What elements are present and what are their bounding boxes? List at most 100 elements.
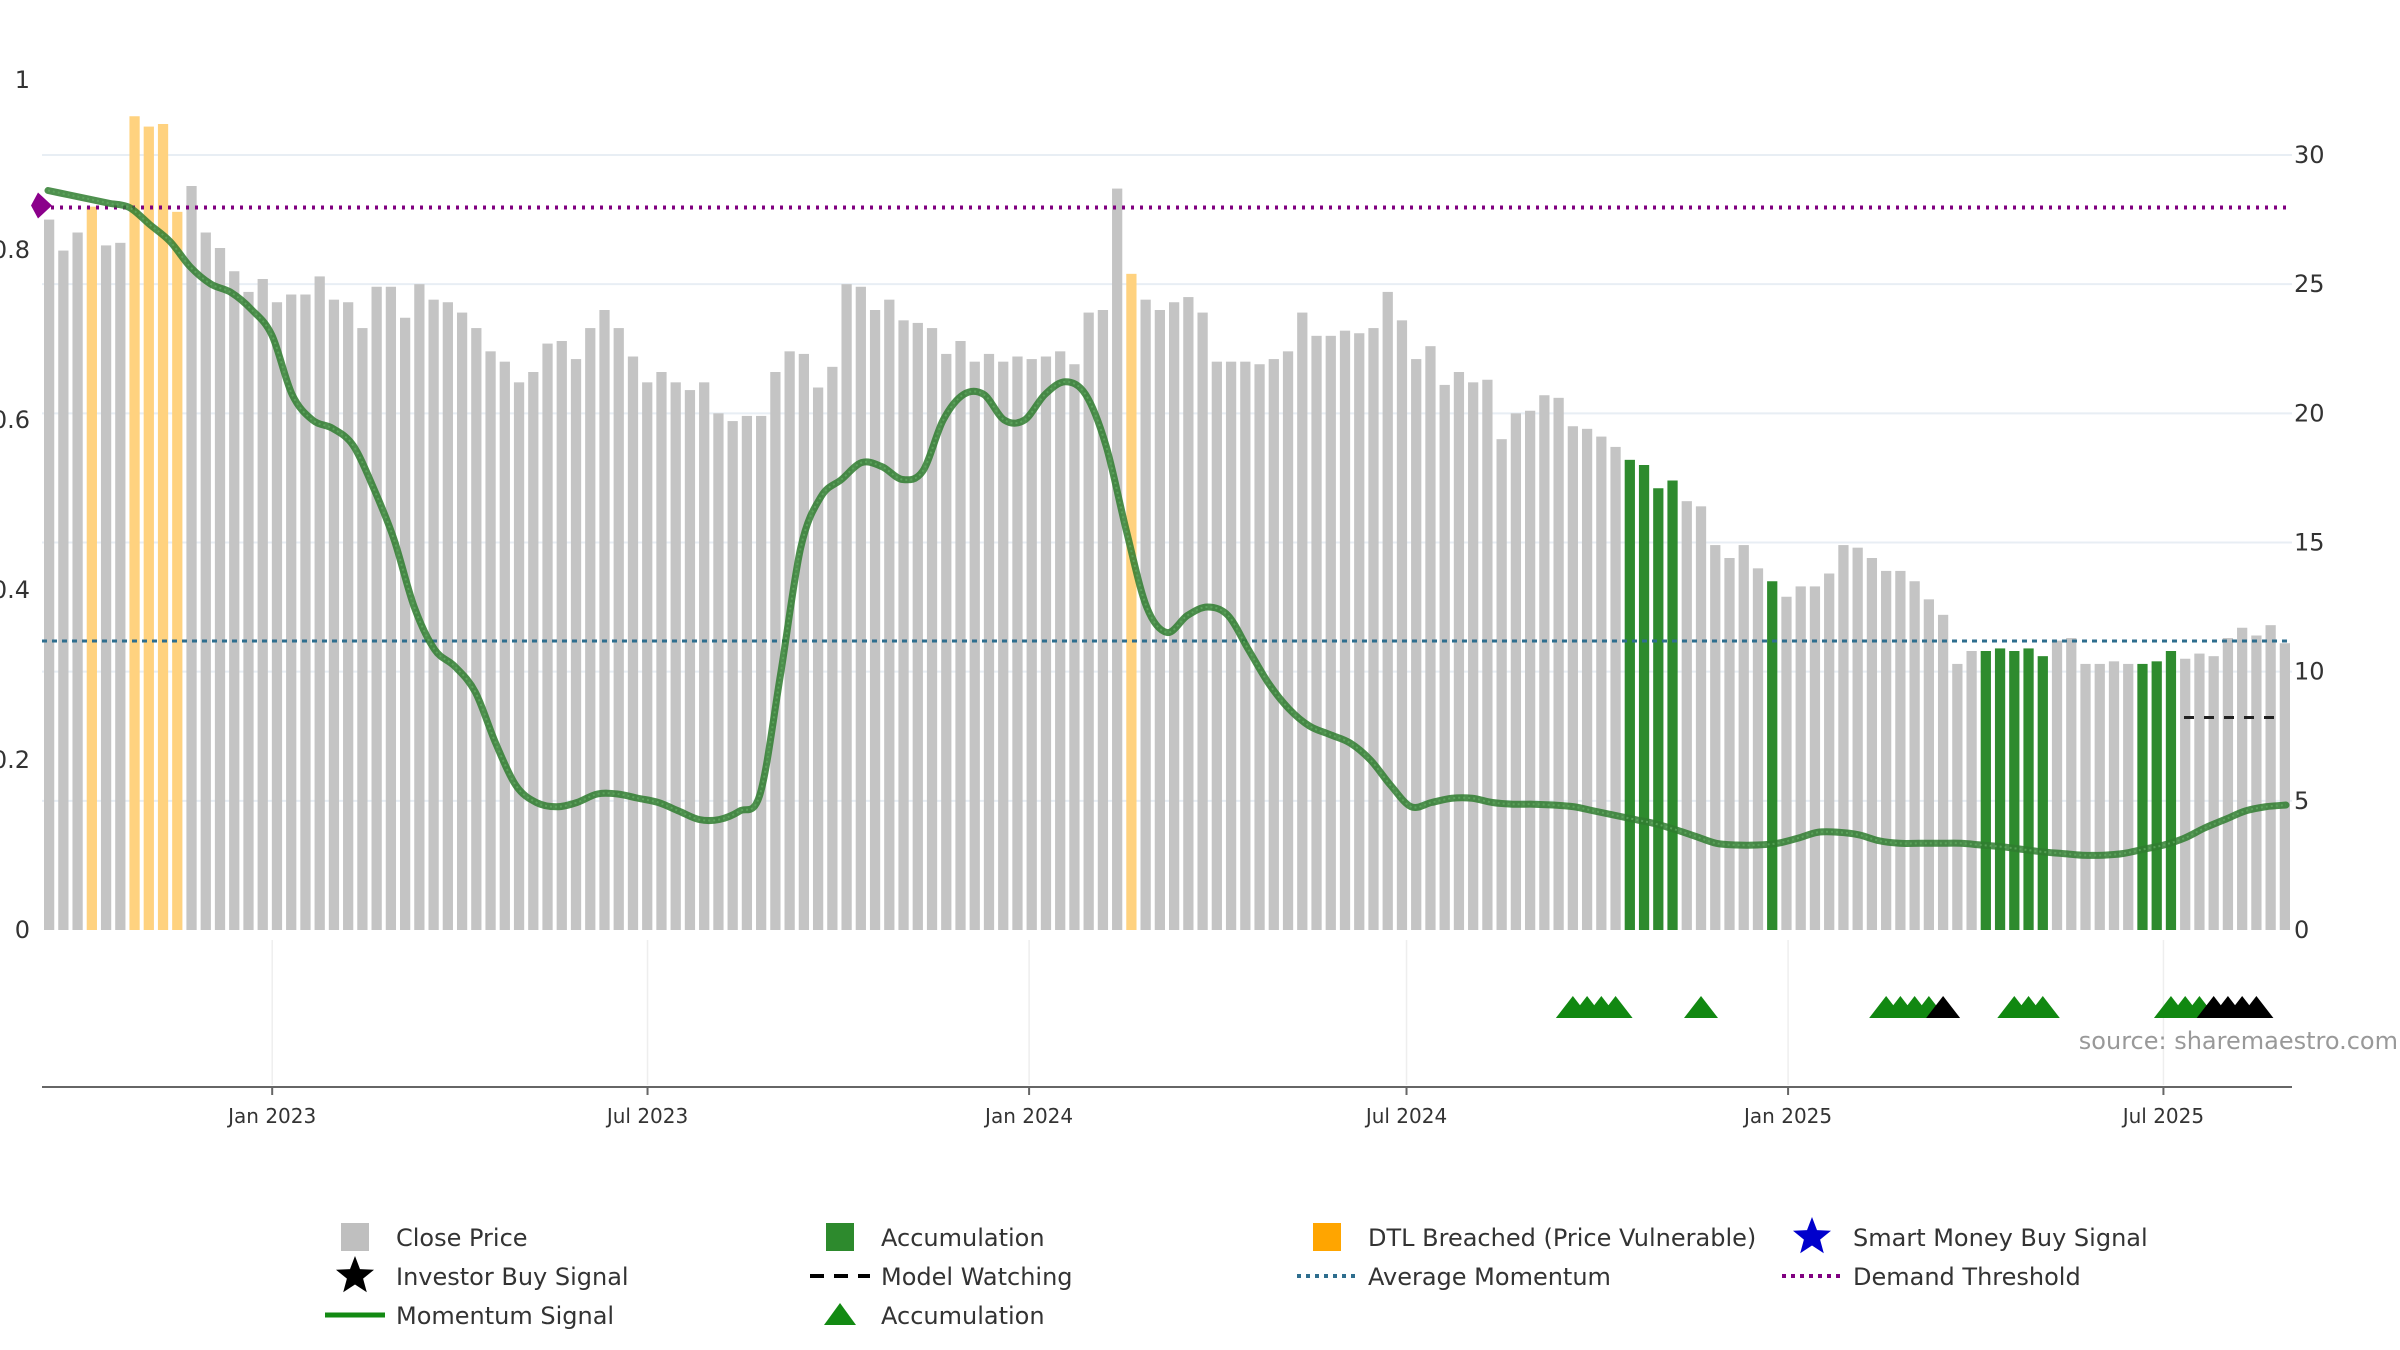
x-tick-label: Jan 2023 xyxy=(226,1104,316,1128)
bar-close xyxy=(1040,356,1052,930)
legend-swatch-star-icon xyxy=(1793,1217,1831,1254)
momentum-line-highlight xyxy=(47,189,2287,857)
bar-close xyxy=(2208,656,2219,930)
bar-close xyxy=(2237,627,2248,930)
bar-close xyxy=(1439,384,1450,931)
bar-close xyxy=(100,245,112,930)
reference-lines xyxy=(42,205,2292,719)
bar-accumulation xyxy=(1653,488,1664,930)
left-tick-label: 0.8 xyxy=(0,236,30,264)
bar-close xyxy=(1781,596,1792,930)
bar-close xyxy=(499,361,510,931)
bar-close xyxy=(1596,436,1607,930)
bar-close xyxy=(613,328,624,930)
bar-close xyxy=(912,322,923,931)
bar-close xyxy=(1881,570,1892,930)
left-tick-label: 0.4 xyxy=(0,576,30,604)
bar-accumulation xyxy=(2009,651,2020,930)
bar-close xyxy=(1282,351,1294,930)
bar-close xyxy=(1354,333,1365,930)
bar-close xyxy=(271,302,283,930)
bar-close xyxy=(1923,599,1934,930)
bar-close xyxy=(1567,426,1578,930)
bar-close xyxy=(1453,372,1465,930)
bar-close xyxy=(328,299,340,931)
bar-close xyxy=(58,250,69,931)
bar-close xyxy=(1468,382,1479,930)
bar-close xyxy=(200,232,211,930)
right-tick-label: 5 xyxy=(2294,787,2309,815)
bar-close xyxy=(357,328,368,930)
bar-close xyxy=(257,279,268,930)
bar-close xyxy=(1525,410,1536,930)
legend-swatch-triangle-icon xyxy=(824,1303,856,1325)
bar-close xyxy=(428,299,439,931)
bar-close xyxy=(72,232,83,930)
bar-close xyxy=(841,284,852,931)
x-tick-label: Jul 2024 xyxy=(1364,1104,1447,1128)
bar-close xyxy=(1852,547,1863,930)
bar-close xyxy=(1254,364,1265,930)
bar-close xyxy=(1012,356,1023,930)
bar-close xyxy=(1909,581,1920,930)
bar-close xyxy=(2066,638,2077,930)
legend-label: Model Watching xyxy=(881,1263,1073,1291)
bar-close xyxy=(2080,663,2091,930)
bar-close xyxy=(855,286,866,930)
x-axis: Jan 2023 Jul 2023 Jan 2024 Jul 2024 Jan 2025… xyxy=(42,1086,2292,1128)
bar-accumulation xyxy=(1994,648,2006,930)
price-bars xyxy=(43,116,2291,931)
legend-label: Average Momentum xyxy=(1368,1263,1611,1291)
bar-close xyxy=(1724,558,1735,930)
legend-swatch-square xyxy=(341,1223,369,1251)
bar-close xyxy=(1681,501,1692,930)
bar-close xyxy=(1297,312,1308,930)
bar-close xyxy=(2180,658,2191,930)
bar-close xyxy=(314,276,325,931)
legend-label: Accumulation xyxy=(881,1224,1045,1252)
bar-close xyxy=(286,294,297,930)
bar-close xyxy=(1539,395,1550,930)
bar-dtl xyxy=(172,211,183,931)
bar-dtl xyxy=(157,124,169,930)
left-tick-label: 0.6 xyxy=(0,406,30,434)
bar-close xyxy=(884,299,895,931)
bar-close xyxy=(1710,545,1721,930)
demand-start-marker xyxy=(31,192,52,219)
bar-close xyxy=(2251,635,2262,930)
bar-close xyxy=(1610,446,1621,930)
bar-close xyxy=(556,341,567,930)
bar-accumulation xyxy=(2165,651,2177,930)
left-axis: 0 0.2 0.4 0.6 0.8 1 xyxy=(0,66,30,944)
right-tick-label: 0 xyxy=(2294,916,2309,944)
investor-buy-triangle xyxy=(1926,996,1961,1018)
investor-buy-triangle xyxy=(2239,996,2274,1018)
bar-close xyxy=(1055,351,1066,930)
bar-close xyxy=(371,286,382,930)
bar-close xyxy=(442,302,453,930)
bar-close xyxy=(400,317,411,930)
x-tick-label: Jul 2025 xyxy=(2121,1104,2204,1128)
bar-close xyxy=(186,186,197,930)
bar-close xyxy=(1937,614,1949,930)
bar-close xyxy=(1411,359,1422,930)
bar-close xyxy=(684,390,696,930)
legend-label: Accumulation xyxy=(881,1302,1045,1330)
bar-close xyxy=(1866,558,1878,930)
bar-close xyxy=(1325,335,1336,930)
bar-accumulation xyxy=(1667,480,1678,930)
bar-close xyxy=(1140,299,1151,931)
legend-label: Smart Money Buy Signal xyxy=(1853,1224,2148,1252)
legend-label: DTL Breached (Price Vulnerable) xyxy=(1368,1224,1756,1252)
x-tick-label: Jan 2025 xyxy=(1742,1104,1832,1128)
bar-close xyxy=(1197,312,1208,930)
bar-close xyxy=(2108,661,2120,930)
bar-close xyxy=(642,382,653,930)
bar-close xyxy=(1895,570,1906,930)
x-tick-label: Jul 2023 xyxy=(605,1104,688,1128)
bar-close xyxy=(1069,364,1080,930)
bar-close xyxy=(414,284,425,931)
bar-close xyxy=(471,328,482,930)
bar-close xyxy=(528,372,539,930)
